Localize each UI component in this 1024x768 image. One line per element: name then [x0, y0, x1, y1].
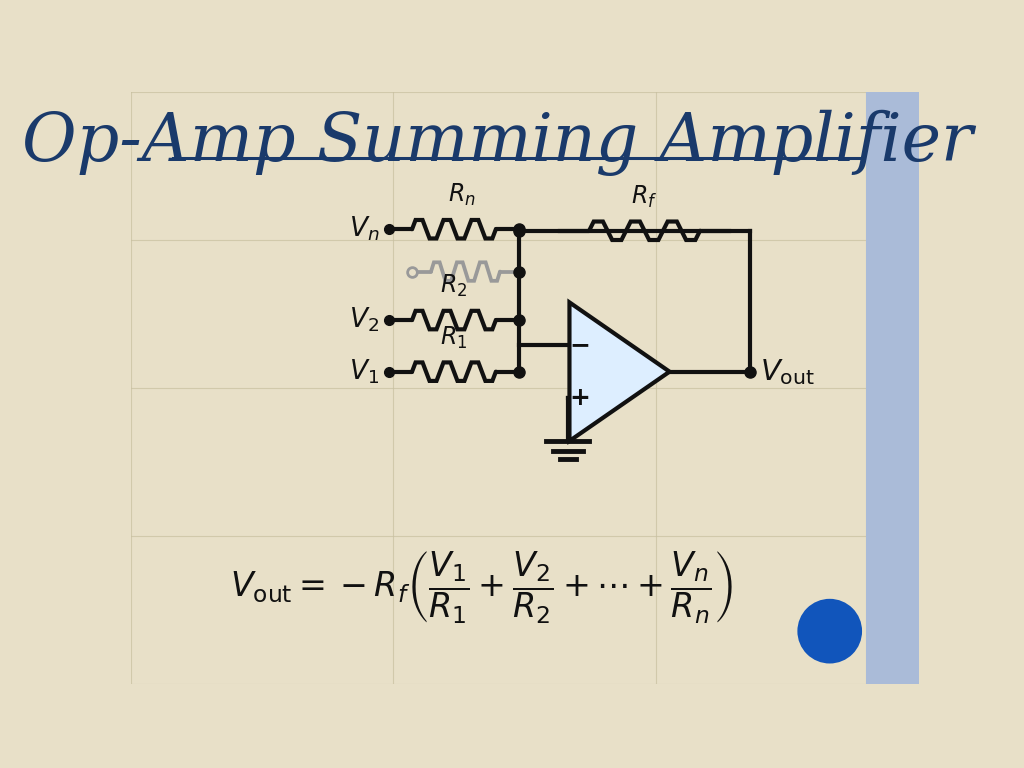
Text: $V_2$: $V_2$ — [349, 306, 379, 334]
Text: −: − — [569, 333, 591, 357]
Text: $V_1$: $V_1$ — [349, 357, 379, 386]
Text: $R_2$: $R_2$ — [440, 273, 468, 300]
Text: $R_1$: $R_1$ — [440, 325, 468, 351]
Bar — [866, 92, 920, 684]
Text: +: + — [569, 386, 591, 410]
Circle shape — [798, 599, 862, 664]
Text: $V_{\mathrm{out}}$: $V_{\mathrm{out}}$ — [761, 357, 815, 386]
Text: $R_n$: $R_n$ — [447, 182, 475, 208]
Text: $V_{\mathrm{out}} = -R_f \left( \dfrac{V_1}{R_1} + \dfrac{V_2}{R_2} + \cdots + \: $V_{\mathrm{out}} = -R_f \left( \dfrac{V… — [229, 549, 732, 625]
Text: Op-Amp Summing Amplifier: Op-Amp Summing Amplifier — [23, 110, 973, 176]
Text: $V_n$: $V_n$ — [349, 215, 379, 243]
Polygon shape — [569, 303, 670, 441]
Text: $R_f$: $R_f$ — [632, 184, 657, 210]
